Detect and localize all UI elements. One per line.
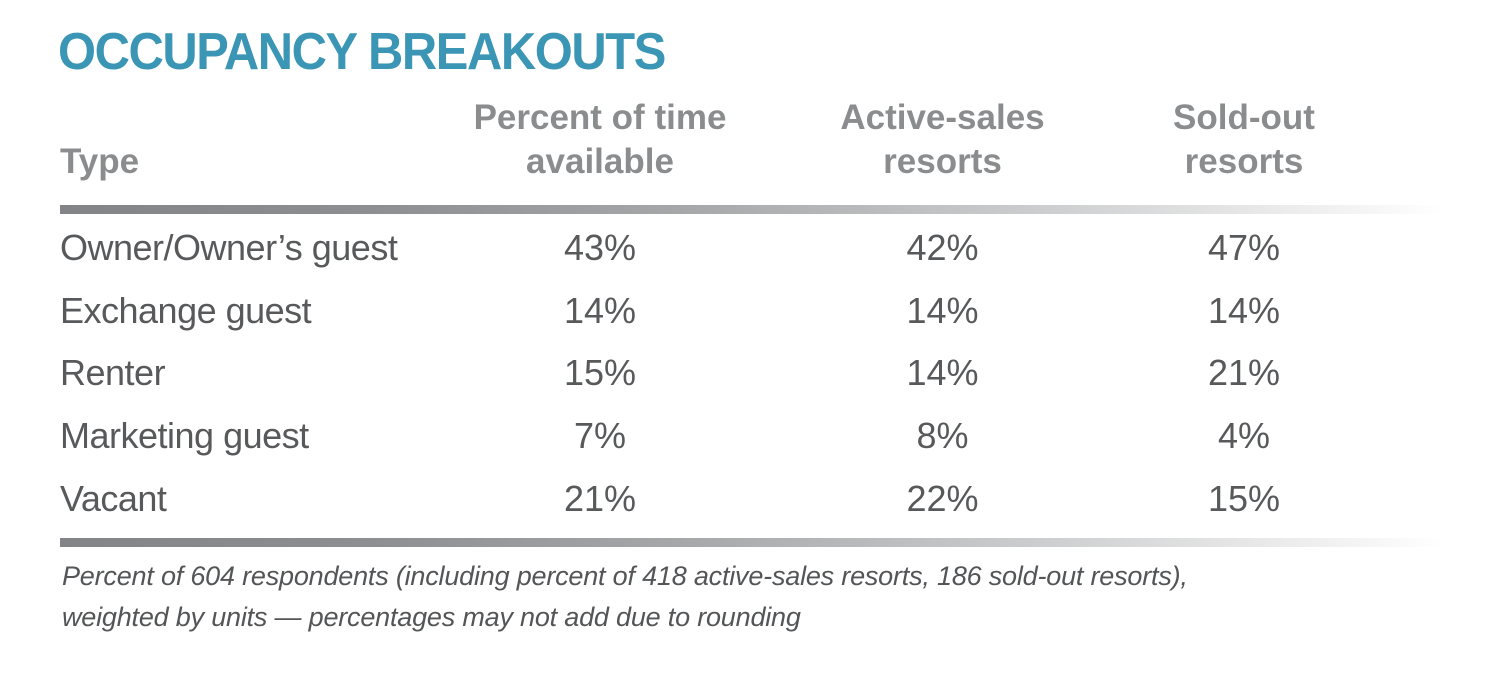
top-rule bbox=[60, 205, 1458, 214]
figure-title: OCCUPANCY BREAKOUTS bbox=[58, 23, 666, 81]
value-sold-out: 14% bbox=[1207, 289, 1281, 331]
col-header-sold-out: Sold-out resorts bbox=[1130, 96, 1358, 184]
row-label: Exchange guest bbox=[60, 289, 312, 331]
header-line: resorts bbox=[883, 142, 1002, 181]
header-line: Percent of time bbox=[473, 98, 727, 137]
header-line: Active-sales bbox=[840, 98, 1045, 137]
value-active-sales: 14% bbox=[906, 352, 979, 394]
header-line: available bbox=[526, 142, 674, 181]
row-label: Renter bbox=[60, 352, 166, 394]
value-percent-available: 7% bbox=[573, 415, 627, 457]
col-header-active-sales: Active-sales resorts bbox=[755, 96, 1130, 184]
value-active-sales: 42% bbox=[906, 227, 979, 269]
value-percent-available: 43% bbox=[563, 227, 637, 269]
table-row: Marketing guest 7% 8% 4% bbox=[60, 405, 1458, 468]
col-header-type: Type bbox=[60, 140, 445, 184]
bottom-rule bbox=[60, 538, 1458, 547]
row-label: Vacant bbox=[60, 477, 167, 519]
col-header-percent-of-time: Percent of time available bbox=[445, 96, 755, 184]
header-line: resorts bbox=[1184, 142, 1304, 181]
value-active-sales: 14% bbox=[906, 289, 979, 331]
value-sold-out: 4% bbox=[1217, 415, 1271, 457]
value-sold-out: 21% bbox=[1207, 352, 1281, 394]
value-sold-out: 47% bbox=[1207, 227, 1281, 269]
footnote: Percent of 604 respondents (including pe… bbox=[62, 556, 1402, 638]
header-line: Sold-out bbox=[1173, 98, 1315, 137]
row-label: Owner/Owner’s guest bbox=[60, 227, 398, 269]
value-percent-available: 14% bbox=[563, 289, 637, 331]
value-active-sales: 8% bbox=[916, 415, 969, 457]
occupancy-table-body: Owner/Owner’s guest 43% 42% 47% Exchange… bbox=[60, 217, 1458, 530]
value-percent-available: 21% bbox=[563, 477, 637, 519]
table-row: Owner/Owner’s guest 43% 42% 47% bbox=[60, 217, 1458, 280]
col-header-type-label: Type bbox=[60, 142, 140, 181]
footnote-line: Percent of 604 respondents (including pe… bbox=[62, 561, 1188, 591]
table-header-row: Type Percent of time available Active-sa… bbox=[60, 96, 1458, 184]
table-row: Vacant 21% 22% 15% bbox=[60, 467, 1458, 530]
value-active-sales: 22% bbox=[906, 477, 979, 519]
footnote-line: weighted by units — percentages may not … bbox=[62, 602, 801, 632]
row-label: Marketing guest bbox=[60, 415, 309, 457]
table-row: Renter 15% 14% 21% bbox=[60, 342, 1458, 405]
value-sold-out: 15% bbox=[1207, 477, 1281, 519]
value-percent-available: 15% bbox=[563, 352, 637, 394]
table-row: Exchange guest 14% 14% 14% bbox=[60, 280, 1458, 343]
